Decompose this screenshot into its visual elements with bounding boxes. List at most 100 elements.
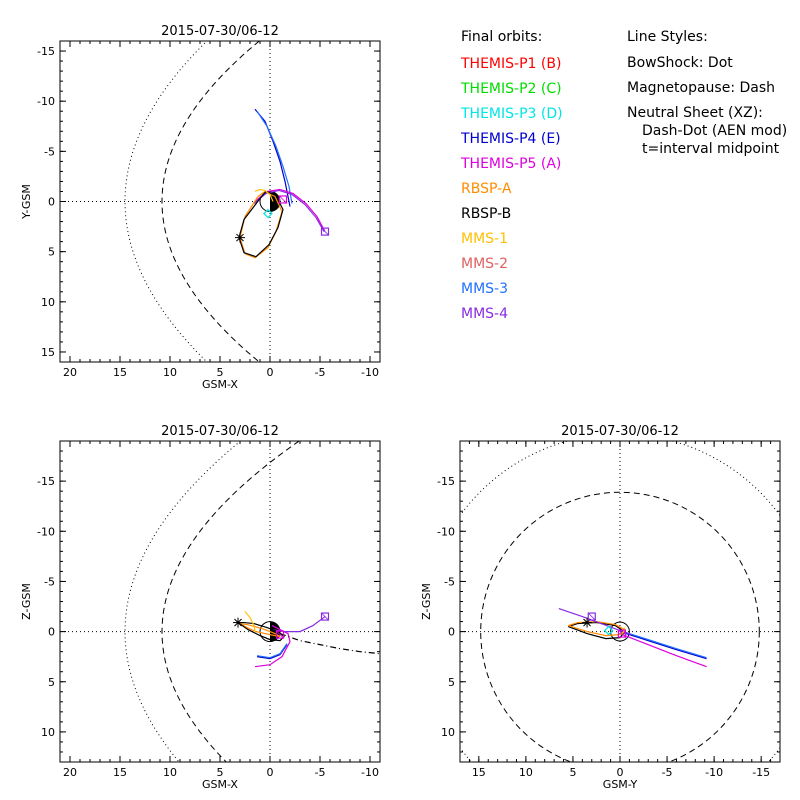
orbit-series (619, 633, 707, 668)
bow-shock-curve (124, 41, 208, 362)
orbit-series (256, 643, 288, 659)
plot-area-1 (60, 441, 380, 762)
panel-1: 20 15 10 5 0 -5 -10 10 5 0 -5 -10 -15 2015-07-30/06-1… (20, 424, 381, 791)
orbit-series (279, 633, 380, 655)
y-tick-label: -15 (37, 475, 55, 488)
orbit-series (239, 190, 283, 259)
line-styles-header: Line Styles: (627, 29, 708, 45)
panel-0: 20 15 10 5 0 -5 -10 -15 -10 -5 0 5 10 15 2015-07-30/06… (20, 24, 381, 391)
y-tick-label: -10 (37, 95, 55, 108)
asterisk-marker (235, 232, 245, 243)
x-tick-label: 0 (267, 766, 274, 779)
legend-entry: THEMIS-P3 (D) (461, 106, 563, 122)
y-tick-label: -5 (44, 145, 55, 158)
x-tick-label: 5 (217, 766, 224, 779)
square-marker-cross (279, 195, 287, 204)
square-marker (320, 612, 330, 621)
orbit-series (619, 631, 707, 660)
orbit-series (568, 621, 626, 640)
x-tick-label: 5 (217, 366, 224, 379)
square-marker-cross (618, 629, 626, 638)
orbit-series (254, 188, 274, 202)
magnetopause-curve (161, 441, 300, 762)
y-tick-label: 0 (48, 196, 55, 209)
y-tick-label: 10 (41, 296, 55, 309)
legend-entry: THEMIS-P2 (C) (461, 81, 562, 97)
square-marker (278, 195, 288, 204)
orbit-series (256, 110, 293, 204)
y-tick-label: 0 (448, 626, 455, 639)
x-axis-label: GSM-Y (603, 778, 638, 791)
square-marker (275, 630, 285, 639)
x-tick-label: 10 (519, 766, 533, 779)
line-style-bowshock: BowShock: Dot (627, 55, 733, 71)
legend-header: Final orbits: (461, 29, 543, 45)
legend-entry: MMS-2 (461, 256, 509, 272)
plot-area-0 (60, 41, 380, 362)
legend-entry: THEMIS-P4 (E) (461, 131, 561, 147)
final-orbits-legend: Final orbits: THEMIS-P1 (B) THEMIS-P2 (C)… (461, 27, 611, 327)
square-marker (587, 612, 596, 621)
y-tick-label: -5 (44, 575, 55, 588)
legend-entry: RBSP-B (461, 206, 512, 222)
y-tick-label: -15 (37, 45, 55, 58)
plot-title: 2015-07-30/06-12 (161, 424, 279, 439)
line-style-magnetopause: Magnetopause: Dash (627, 80, 776, 96)
y-tick-label: 5 (48, 246, 55, 259)
y-tick-label: 0 (48, 626, 55, 639)
panel-2: 15 10 5 0 -5 -10 -15 10 5 0 -5 -10 -15 2015-07-30/06-… (420, 424, 781, 791)
square-marker-cross (321, 227, 329, 236)
orbit-series (238, 190, 284, 258)
bow-shock-curve (124, 441, 241, 762)
diamond-marker (603, 625, 614, 636)
x-tick-label: 20 (63, 366, 77, 379)
square-marker (320, 227, 330, 236)
orbit-series (244, 611, 256, 632)
x-tick-label: -5 (315, 366, 326, 379)
plot-frame (59, 440, 381, 763)
orbit-series (239, 622, 281, 638)
x-tick-label: -5 (662, 766, 673, 779)
diamond-marker (263, 208, 273, 219)
y-tick-label: -5 (444, 575, 455, 588)
x-axis-label: GSM-X (202, 778, 238, 791)
orbit-series (254, 108, 291, 207)
earth-night-side (270, 191, 280, 212)
orbit-series (253, 189, 325, 232)
square-marker-cross (321, 612, 329, 621)
x-tick-label: -10 (361, 766, 379, 779)
orbit-series (619, 630, 707, 659)
legend-entry: MMS-3 (461, 281, 509, 297)
y-tick-label: 10 (41, 726, 55, 739)
x-tick-label: -15 (752, 766, 770, 779)
line-style-neutral-sheet: Neutral Sheet (XZ): (627, 105, 763, 121)
x-tick-label: 20 (63, 766, 77, 779)
x-axis-label: GSM-X (202, 378, 238, 391)
y-tick-label: 5 (448, 676, 455, 689)
x-tick-label: -5 (315, 766, 326, 779)
legend-entry: RBSP-A (461, 181, 512, 197)
plot-title: 2015-07-30/06-12 (561, 424, 679, 439)
earth-icon (610, 621, 630, 642)
legend-entry: MMS-4 (461, 306, 509, 322)
plot-title: 2015-07-30/06-12 (161, 24, 279, 39)
asterisk-marker (233, 617, 243, 628)
magnetopause-circle (480, 491, 760, 762)
legend-entry: THEMIS-P5 (A) (461, 156, 562, 172)
line-style-midpoint: t=interval midpoint (642, 141, 780, 157)
legend-entries: THEMIS-P1 (B) THEMIS-P2 (C) THEMIS-P3 (D) T… (461, 52, 611, 327)
x-tick-label: 15 (472, 766, 486, 779)
bow-shock-circle (460, 441, 780, 762)
x-tick-label: -10 (705, 766, 723, 779)
y-tick-label: -10 (37, 525, 55, 538)
legend-entry: THEMIS-P1 (B) (461, 56, 562, 72)
line-styles-legend: Line Styles: BowShock: Dot Magnetopause:… (627, 27, 800, 157)
x-tick-label: 10 (163, 366, 177, 379)
y-axis-label: Y-GSM (20, 184, 33, 220)
square-marker (617, 629, 626, 638)
x-tick-label: -10 (361, 366, 379, 379)
x-tick-label: 5 (569, 766, 576, 779)
y-tick-label: -10 (437, 525, 455, 538)
y-tick-label: -15 (437, 475, 455, 488)
